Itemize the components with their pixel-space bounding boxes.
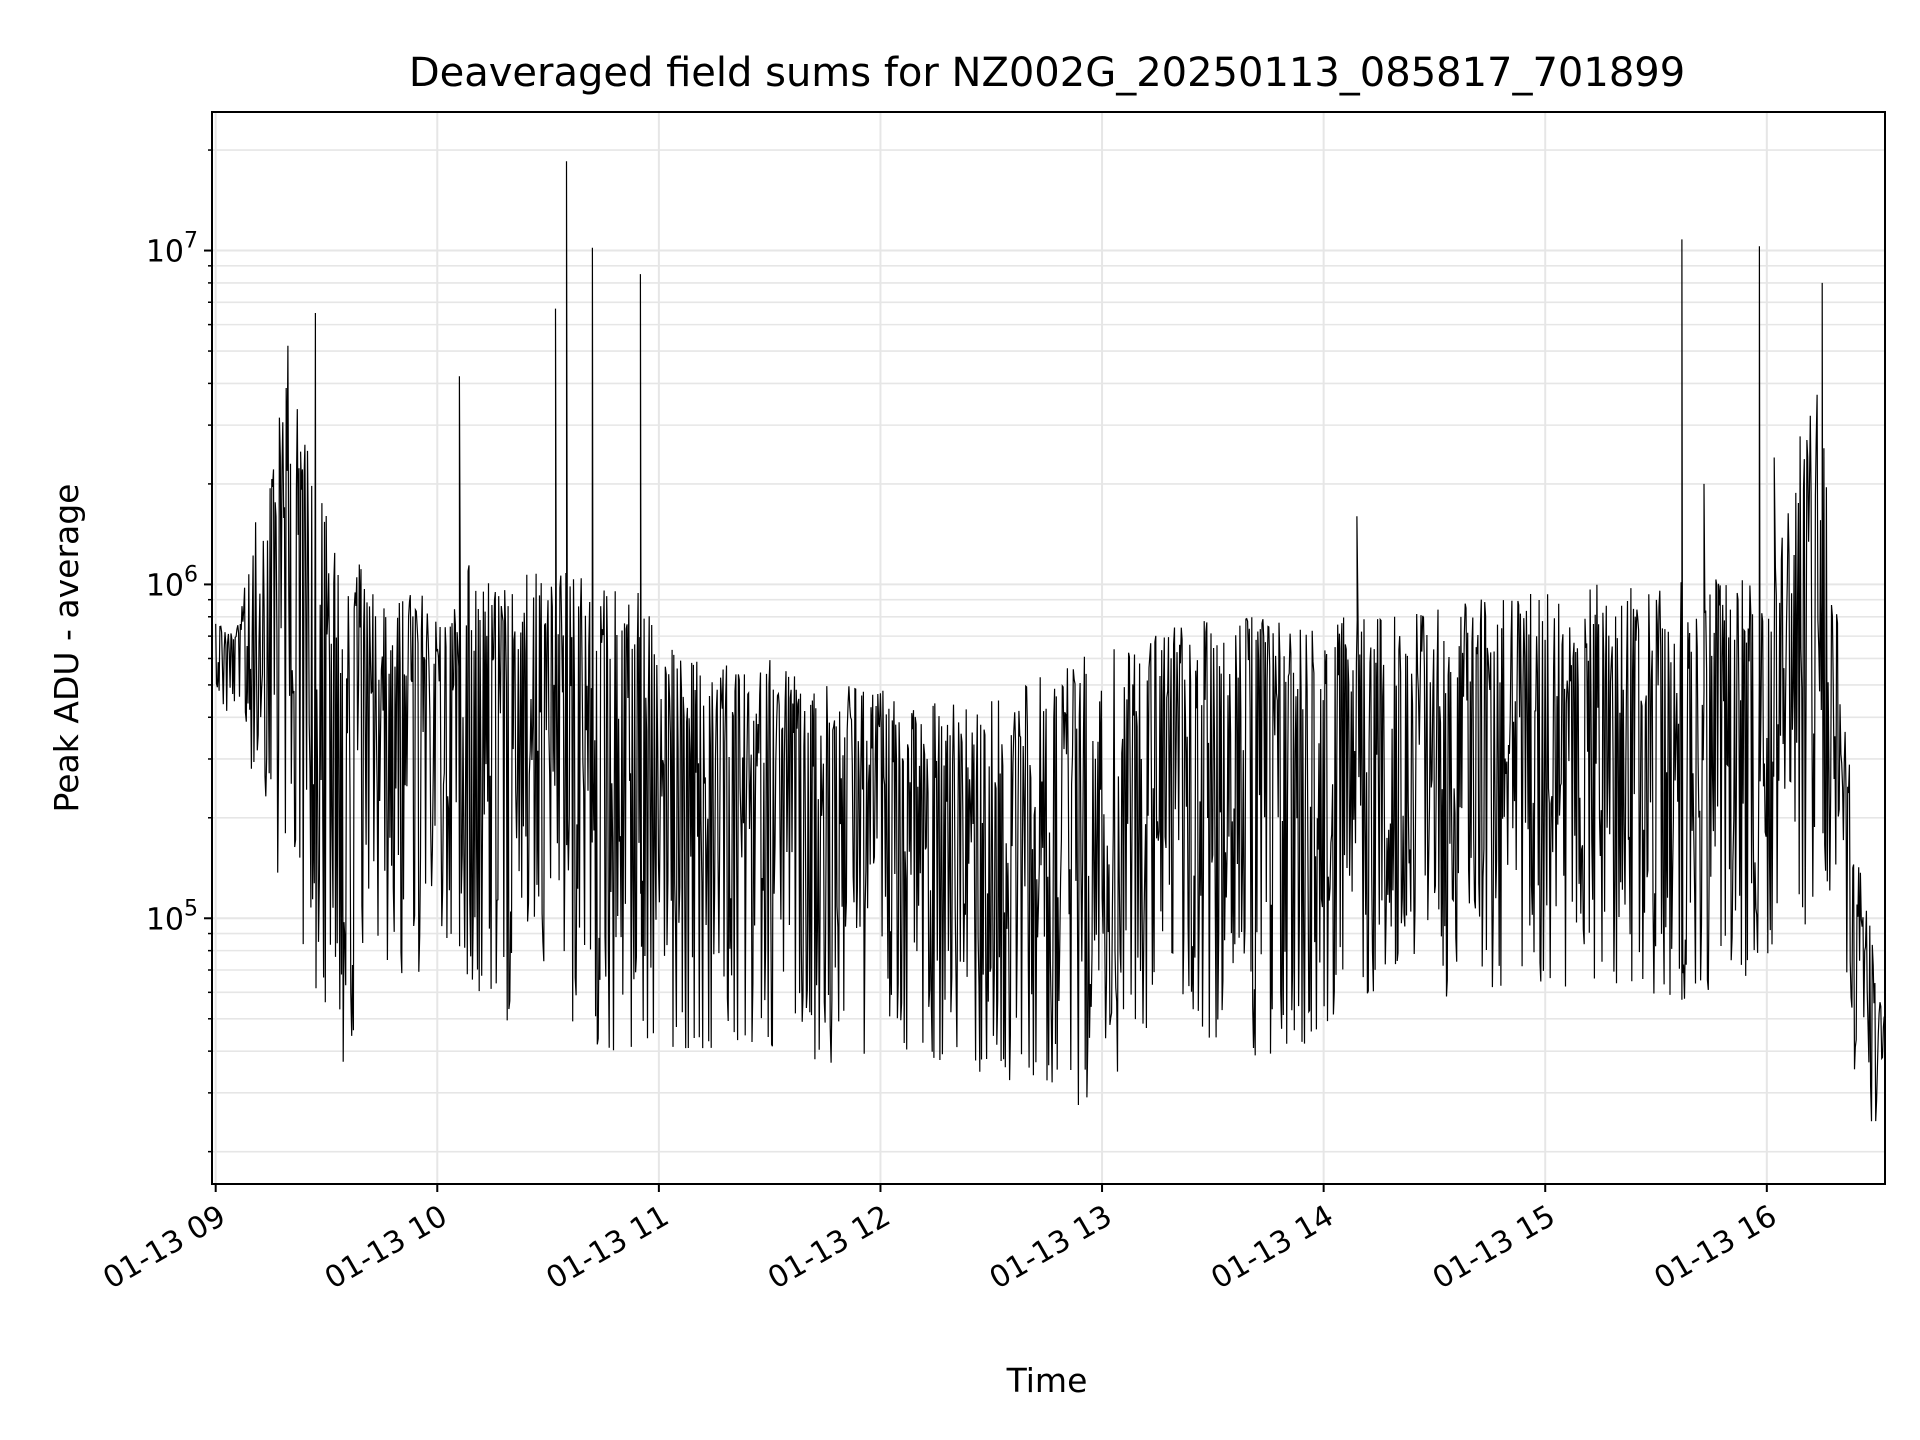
y-tick-label: 105	[146, 896, 198, 937]
y-tick-label-exponent: 6	[184, 562, 198, 587]
y-tick-label-exponent: 5	[184, 896, 198, 921]
x-axis-label: Time	[1006, 1361, 1088, 1400]
y-axis-label: Peak ADU - average	[47, 484, 86, 813]
y-tick-label-base: 10	[146, 568, 184, 603]
plot-frame	[211, 111, 1886, 1185]
data-line-layer	[215, 161, 1885, 1122]
y-tick-label-base: 10	[146, 235, 184, 270]
y-tick-label-exponent: 7	[184, 229, 198, 254]
y-tick-label: 106	[146, 562, 198, 603]
chart-title: Deaveraged field sums for NZ002G_2025011…	[409, 50, 1685, 96]
data-series-line	[215, 161, 1885, 1122]
y-tick-label: 107	[146, 229, 198, 270]
y-tick-label-base: 10	[146, 902, 184, 937]
